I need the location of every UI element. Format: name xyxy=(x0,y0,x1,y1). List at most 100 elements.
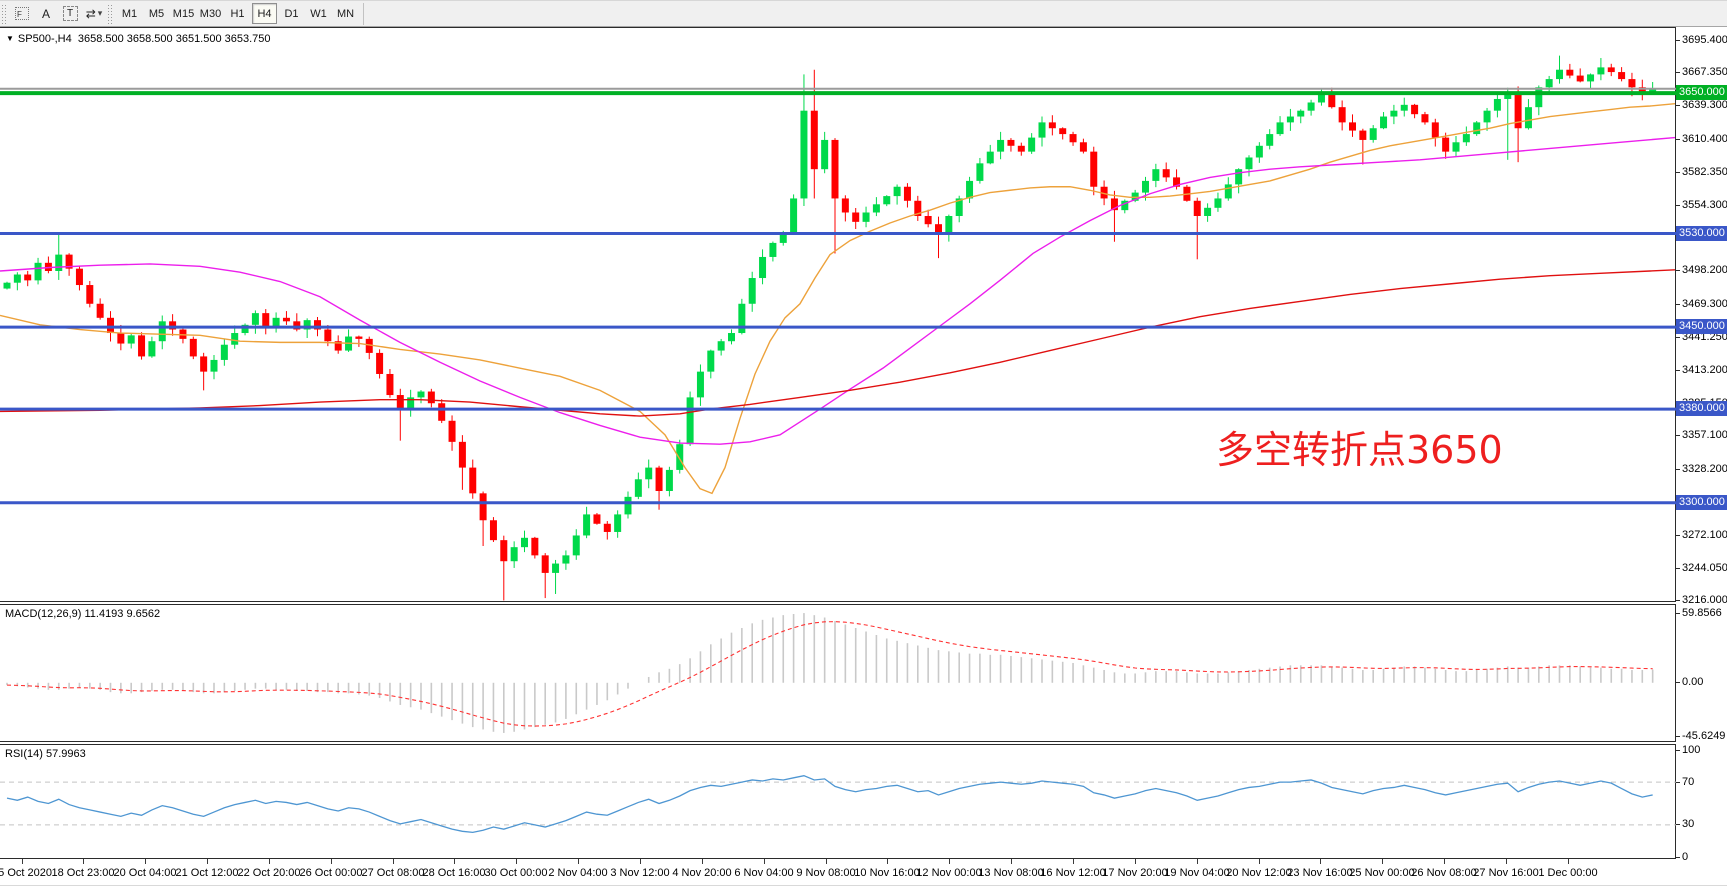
date-tick xyxy=(22,859,23,864)
date-label: 4 Nov 20:00 xyxy=(672,867,732,879)
timeframe-button-H1[interactable]: H1 xyxy=(230,7,245,20)
text-annotation-icon[interactable]: A xyxy=(41,6,50,21)
date-label: 16 Nov 12:00 xyxy=(1040,867,1106,879)
axis-tick xyxy=(1676,782,1680,783)
axis-label: 3469.300 xyxy=(1682,298,1727,310)
price-axis[interactable] xyxy=(1676,27,1727,889)
date-label: 10 Nov 16:00 xyxy=(854,867,920,879)
axis-label: 3667.350 xyxy=(1682,66,1727,78)
main-chart-panel[interactable] xyxy=(0,27,1676,602)
date-tick xyxy=(331,859,332,864)
date-tick xyxy=(83,859,84,864)
timeframe-button-M5[interactable]: M5 xyxy=(148,7,165,20)
date-tick xyxy=(393,859,394,864)
axis-tick xyxy=(1676,857,1680,858)
dotted-grid-icon[interactable]: F xyxy=(11,4,33,24)
date-label: 30 Oct 00:00 xyxy=(484,867,548,879)
axis-tick xyxy=(1676,40,1680,41)
axis-tick xyxy=(1676,600,1680,601)
date-tick xyxy=(949,859,950,864)
date-label: 20 Oct 04:00 xyxy=(113,867,177,879)
axis-tick xyxy=(1676,172,1680,173)
cycle-arrows-icon[interactable]: ⇄ ▾ xyxy=(83,4,105,24)
axis-tick xyxy=(1676,682,1680,683)
axis-label: 0 xyxy=(1682,851,1689,863)
date-label: 20 Nov 12:00 xyxy=(1226,867,1292,879)
date-tick xyxy=(887,859,888,864)
date-label: 26 Oct 00:00 xyxy=(299,867,363,879)
date-label: 27 Oct 08:00 xyxy=(361,867,425,879)
axis-tick xyxy=(1676,337,1680,338)
price-badge-3530.000: 3530.000 xyxy=(1676,226,1727,241)
axis-tick xyxy=(1676,613,1680,614)
axis-tick xyxy=(1676,304,1680,305)
symbol-ohlc-text: SP500-,H4 3658.500 3658.500 3651.500 365… xyxy=(17,33,271,45)
timeframe-button-H4[interactable]: H4 xyxy=(252,3,277,24)
date-label: 15 Oct 2020 xyxy=(0,867,52,879)
date-tick xyxy=(826,859,827,864)
axis-tick xyxy=(1676,435,1680,436)
date-label: 2 Nov 04:00 xyxy=(548,867,608,879)
date-tick xyxy=(578,859,579,864)
axis-label: 3582.350 xyxy=(1682,166,1727,178)
axis-label: 0.00 xyxy=(1682,676,1704,688)
axis-tick xyxy=(1676,205,1680,206)
dropdown-caret-icon[interactable]: ▾ xyxy=(97,8,103,18)
axis-tick xyxy=(1676,270,1680,271)
date-label: 6 Nov 04:00 xyxy=(734,867,794,879)
axis-label: 3498.200 xyxy=(1682,264,1727,276)
date-tick xyxy=(1197,859,1198,864)
axis-label: 3695.400 xyxy=(1682,34,1727,46)
date-label: 21 Oct 12:00 xyxy=(175,867,239,879)
axis-tick xyxy=(1676,469,1680,470)
timeframe-button-W1[interactable]: W1 xyxy=(310,7,327,20)
axis-tick xyxy=(1676,568,1680,569)
axis-label: 3554.300 xyxy=(1682,199,1727,211)
toolbar-grip[interactable] xyxy=(1,3,7,24)
date-label: 9 Nov 08:00 xyxy=(796,867,856,879)
text-box-icon[interactable]: T xyxy=(59,4,81,24)
date-tick xyxy=(516,859,517,864)
axis-label: 3244.050 xyxy=(1682,562,1727,574)
axis-tick xyxy=(1676,105,1680,106)
rsi-panel[interactable] xyxy=(0,744,1676,859)
date-tick xyxy=(1382,859,1383,864)
price-badge-3380.000: 3380.000 xyxy=(1676,401,1727,416)
date-tick xyxy=(1073,859,1074,864)
rsi-indicator-label: RSI(14) 57.9963 xyxy=(5,748,86,760)
macd-panel[interactable] xyxy=(0,604,1676,742)
timeframe-button-M30[interactable]: M30 xyxy=(199,7,222,20)
date-label: 18 Oct 23:00 xyxy=(51,867,115,879)
date-label: 27 Nov 16:00 xyxy=(1473,867,1539,879)
dotted-grid-icon: F xyxy=(15,7,29,20)
date-label: 3 Nov 12:00 xyxy=(610,867,670,879)
timeframe-button-M1[interactable]: M1 xyxy=(121,7,138,20)
timeframe-button-D1[interactable]: D1 xyxy=(284,7,299,20)
chart-text-annotation: 多空转折点3650 xyxy=(1216,428,1503,472)
date-label: 12 Nov 00:00 xyxy=(916,867,982,879)
date-label: 19 Nov 04:00 xyxy=(1164,867,1230,879)
symbol-dropdown-icon[interactable]: ▼ xyxy=(6,34,14,43)
axis-tick xyxy=(1676,824,1680,825)
date-tick xyxy=(207,859,208,864)
axis-label: 3272.100 xyxy=(1682,529,1727,541)
axis-label: 59.8566 xyxy=(1682,607,1722,619)
price-badge-3300.000: 3300.000 xyxy=(1676,495,1727,510)
axis-label: 3639.300 xyxy=(1682,99,1727,111)
toolbar-grip[interactable] xyxy=(107,3,113,24)
date-axis[interactable] xyxy=(0,859,1676,889)
date-tick xyxy=(764,859,765,864)
timeframe-button-MN[interactable]: MN xyxy=(336,7,355,20)
axis-label: 3413.200 xyxy=(1682,364,1727,376)
date-tick xyxy=(454,859,455,864)
price-badge-3450.000: 3450.000 xyxy=(1676,319,1727,334)
date-tick xyxy=(1011,859,1012,864)
date-label: 28 Oct 16:00 xyxy=(422,867,486,879)
axis-tick xyxy=(1676,736,1680,737)
timeframe-button-M15[interactable]: M15 xyxy=(172,7,195,20)
date-tick xyxy=(640,859,641,864)
toolbar-separator xyxy=(363,2,364,25)
date-tick xyxy=(1320,859,1321,864)
axis-label: 3610.400 xyxy=(1682,133,1727,145)
